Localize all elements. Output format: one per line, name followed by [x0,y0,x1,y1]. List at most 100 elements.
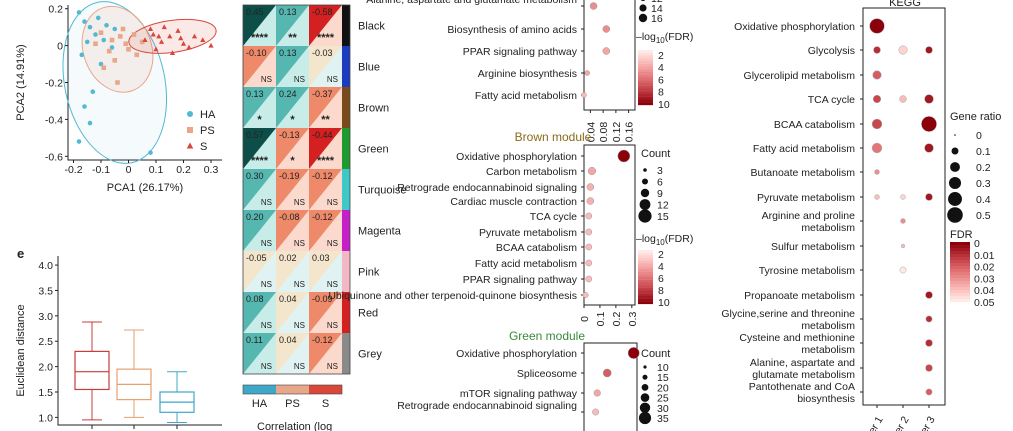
module-color-bar [342,87,350,128]
heat-cell-upper [309,128,342,169]
fdr-title-main: –log [636,31,656,43]
pca-point-ps [115,80,120,85]
black-fdr-gradient [638,66,653,70]
heat-cell-upper [309,292,342,333]
heat-cell-signif: NS [294,198,305,207]
kegg-ratio-label: 0.4 [976,194,991,206]
brown-dot [586,183,595,191]
kegg-fdr-tick: 0.04 [974,285,995,297]
black-fdr-gradient [638,94,653,97]
kegg-dot [871,118,883,130]
kegg-fdr-gradient [950,278,970,282]
kegg-fdr-gradient [950,254,970,258]
brown-fdr-gradient [638,282,653,286]
heat-cell-value: 0.30 [246,171,264,181]
brown-fdr-title: –log10(FDR) [636,233,693,247]
kegg-fdr-gradient [950,242,970,246]
pca-point-ha [112,26,118,32]
pca-point-ha [104,22,109,28]
heat-cell-upper [243,5,276,46]
heat-cell-value: 0.24 [279,89,297,99]
pca-point-ha [98,61,104,67]
module-color-bar [342,292,350,333]
kegg-term-label: Pantothenate and CoA biosynthesis [749,381,855,405]
kegg-dot [925,291,933,299]
green-count-key [638,411,652,425]
brown-count-key [639,199,651,210]
brown-fdr-tick: 4 [658,261,664,273]
black-fdr-gradient [638,96,653,100]
pca-point-ha [148,150,153,155]
brown-fdr-gradient [638,279,653,283]
pca-point-s [147,26,154,31]
kegg-dot [874,169,880,175]
brown-fdr-gradient [638,298,653,302]
black-xtick-label: 0.04 [585,122,597,143]
brown-xtick-label: 0.2 [611,312,623,327]
pca-point-s [158,39,165,44]
module-label: Pink [358,267,380,279]
fdr-title-tail: (FDR) [665,233,694,245]
heat-cell-upper [243,210,276,251]
kegg-term-label: Cysteine and methionine metabolism [739,332,855,356]
kegg-term-label: Propanoate metabolism [744,290,855,302]
pca-point-s [178,35,184,41]
heat-cell-signif: NS [327,321,338,330]
heat-cell-signif: * [257,114,262,126]
green-count-key [641,384,649,391]
kegg-fdr-gradient [950,272,970,276]
brown-term-label: Carbon metabolism [486,166,577,178]
heat-cell-value: 0.13 [279,48,297,58]
kegg-dot [874,194,880,200]
pca-legend-marker-s [186,142,194,149]
heat-cell-value: 0.08 [246,294,264,304]
black-fdr-gradient [638,61,653,64]
pca-xlabel: PCA1 (26.17%) [107,182,183,194]
pca-point-ps [106,48,112,54]
brown-fdr-gradient [638,277,653,280]
heat-cell-value: 0.57 [246,130,264,140]
pca-point-s [208,42,214,48]
module-label: Grey [358,349,382,361]
green-count-label: 10 [657,362,669,374]
kegg-fdr-gradient [950,269,970,273]
heat-cell-signif: NS [294,239,305,248]
pca-legend-label-s: S [200,141,207,153]
kegg-title: KEGG [889,0,921,9]
brown-term-label: TCA cycle [530,211,577,223]
pca-point-ps [126,46,131,52]
heat-cell-upper [276,128,309,169]
heat-cell-signif: NS [327,198,338,207]
kegg-term-line: biosynthesis [797,393,855,405]
pca-point-ps [131,32,137,37]
pca-point-s [200,37,206,43]
brown-fdr-gradient [638,255,653,259]
black-fdr-title: –log10(FDR) [636,31,693,45]
kegg-dot [925,46,933,54]
kegg-term-line: Arginine and proline [762,210,856,222]
black-term-label: Biosynthesis of amino acids [447,24,577,36]
pca-ytick-label: -0.4 [45,114,63,126]
brown-count-label: 15 [657,211,669,223]
green-module-dotplot: Green module Oxidative phosphorylation Spl… [397,329,670,431]
kegg-term-label: BCAA catabolism [774,119,855,131]
heat-border [242,4,351,375]
kegg-term-line: Pantothenate and CoA [749,381,855,393]
heat-legend-title: Correlation (log [257,421,332,431]
heat-cell-signif: NS [294,75,305,84]
heat-cell-value: -0.03 [312,48,333,58]
green-term-label: Oxidative phosphorylation [456,348,577,360]
module-color-bar [342,333,350,374]
heat-cell-signif: **** [317,155,335,167]
kegg-term-label: TCA cycle [808,94,855,106]
heat-cell-upper [243,333,276,374]
fdr-title-sub: 10 [656,36,665,45]
black-count-label: 12 [651,0,663,5]
pca-point-s [142,37,148,43]
heat-cell-value: -0.12 [312,335,333,345]
kegg-ratio-key [951,147,959,155]
heat-cell-value: 0.13 [246,89,264,99]
black-fdr-gradient [638,99,653,103]
kegg-term-label: Pyruvate metabolism [757,192,855,204]
black-fdr-gradient [638,72,653,75]
